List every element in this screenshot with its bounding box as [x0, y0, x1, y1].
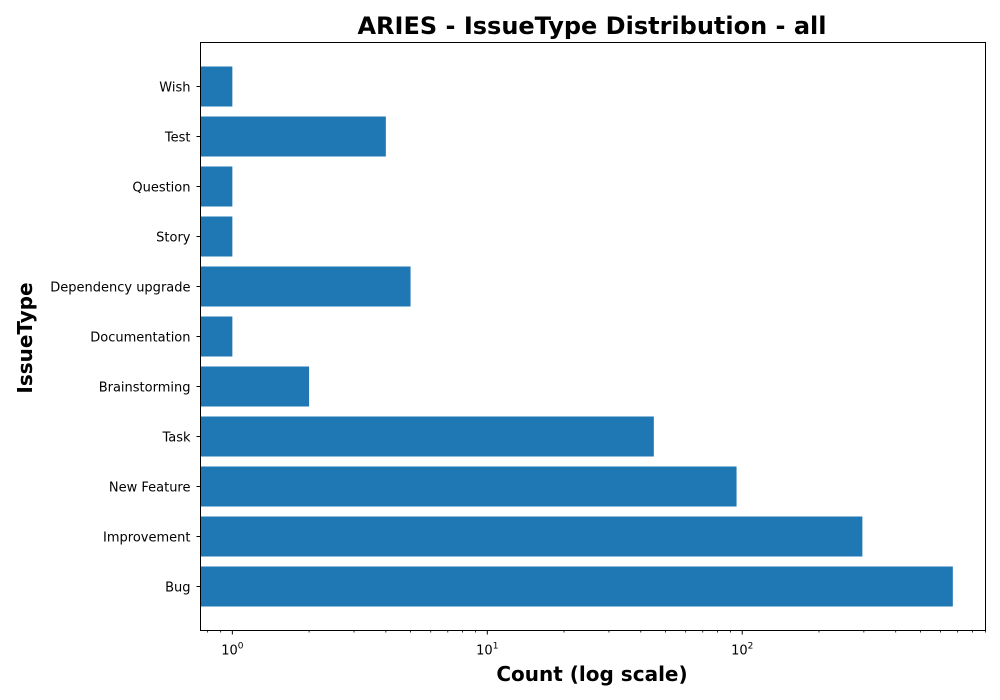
y-tick-label: Dependency upgrade: [50, 281, 190, 296]
bar-new-feature: [200, 466, 737, 507]
bar-task: [200, 416, 654, 457]
bars-group: [200, 66, 953, 607]
x-tick-label: 101: [476, 642, 498, 659]
bar-wish: [200, 66, 233, 107]
y-tick-label: Story: [156, 231, 191, 246]
bar-dependency-upgrade: [200, 266, 411, 307]
bar-test: [200, 116, 386, 157]
x-tick-label: 102: [731, 642, 753, 659]
y-tick-label: Improvement: [103, 531, 190, 546]
y-tick-label: New Feature: [109, 481, 191, 496]
y-tick-label: Task: [161, 431, 191, 446]
bar-bug: [200, 566, 953, 607]
bar-story: [200, 216, 233, 257]
y-tick-label: Wish: [159, 81, 190, 96]
y-axis-title: IssueType: [13, 282, 37, 393]
y-tick-label: Documentation: [90, 331, 190, 346]
y-tick-label: Bug: [165, 581, 190, 596]
bar-improvement: [200, 516, 863, 557]
x-tick-label: 100: [221, 642, 244, 659]
plot-frame: [200, 42, 986, 631]
y-tick-label: Question: [132, 181, 190, 196]
chart-title: ARIES - IssueType Distribution - all: [357, 12, 826, 40]
y-axis-ticks: Bug Improvement New Feature Task Brainstormi…: [50, 81, 201, 596]
x-axis-title: Count (log scale): [496, 662, 687, 686]
bar-question: [200, 166, 233, 207]
y-tick-label: Test: [164, 131, 191, 146]
y-tick-label: Brainstorming: [99, 381, 191, 396]
bar-documentation: [200, 316, 233, 357]
bar-brainstorming: [200, 366, 310, 407]
